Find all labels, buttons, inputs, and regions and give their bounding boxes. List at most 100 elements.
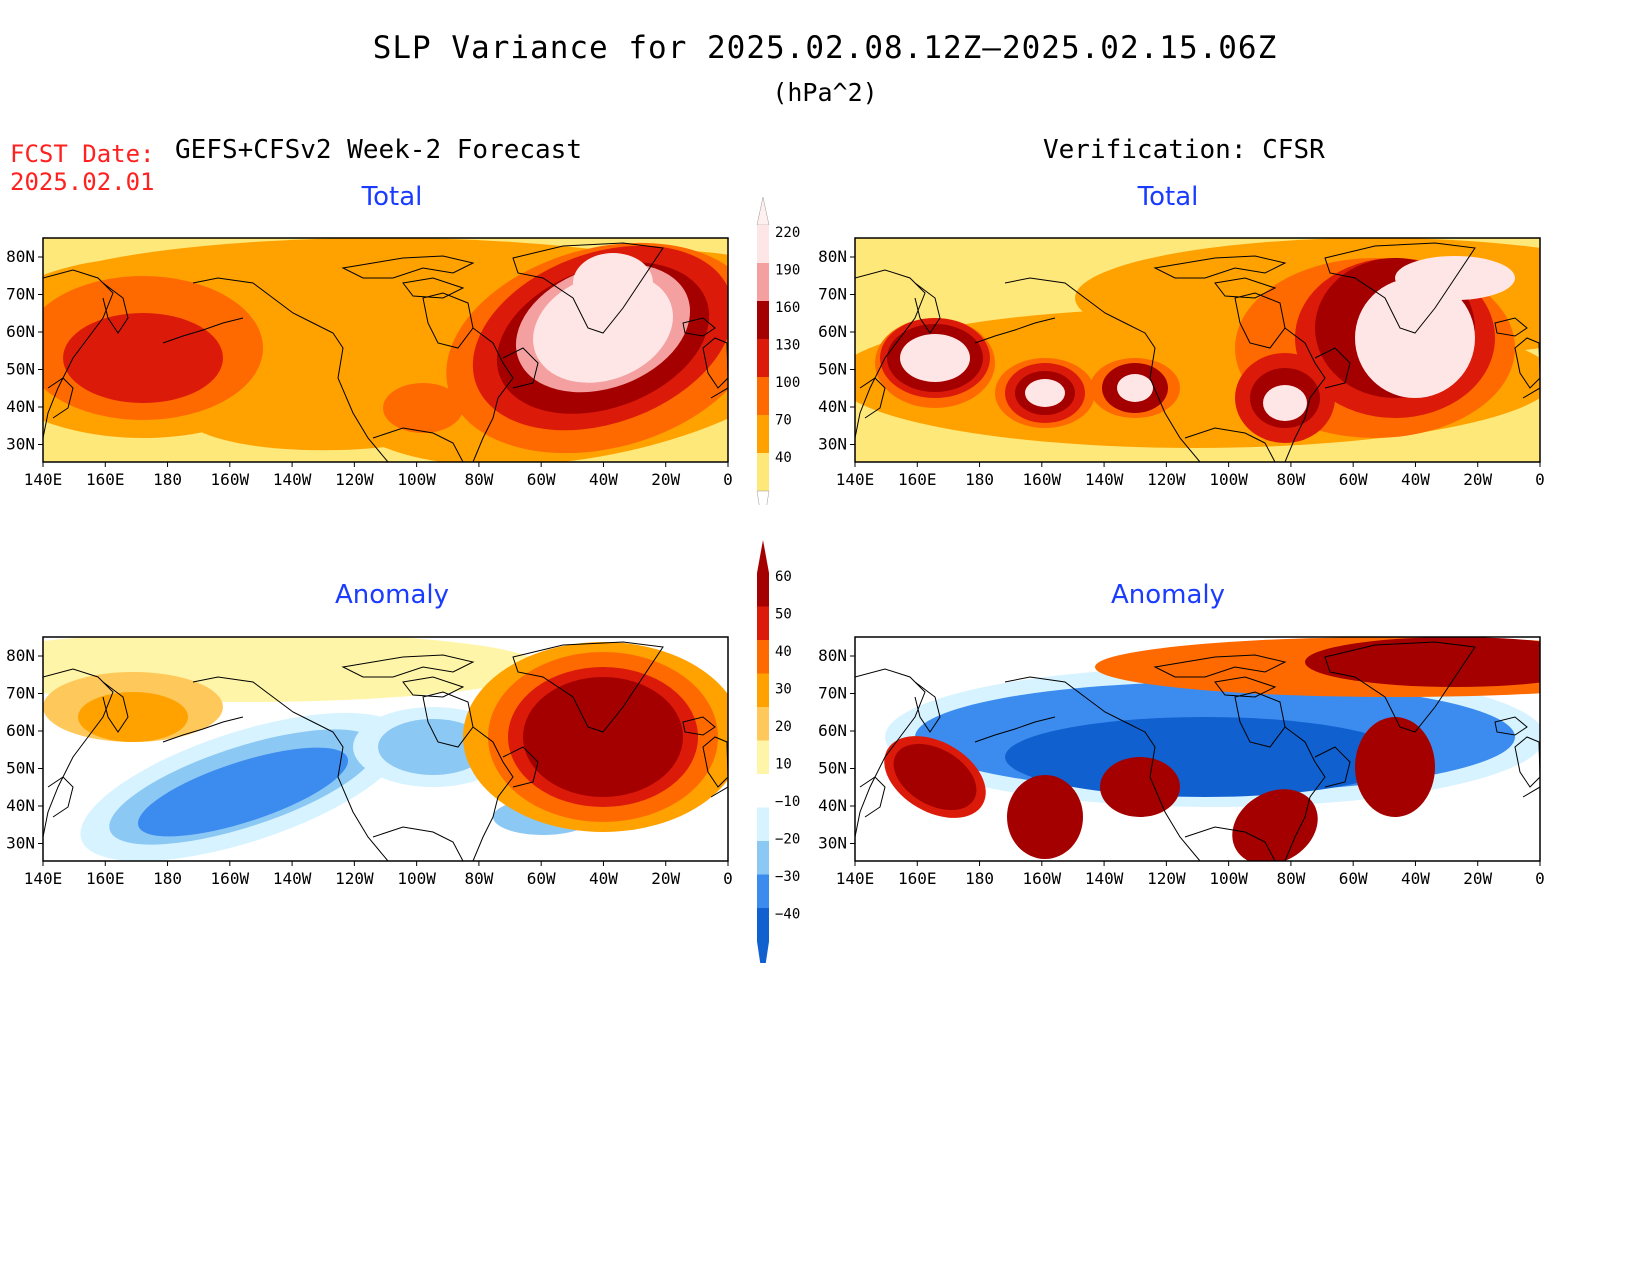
contour-fill [900,334,970,382]
lon-tick-label: 100W [1209,470,1248,489]
coastline [710,786,728,861]
coastline [974,317,1056,344]
lat-tick-label: 60N [818,721,847,740]
map-frame [42,636,729,862]
contour-fill [1100,757,1180,817]
lat-tick-label: 70N [818,684,847,703]
lon-tick-label: 160W [1023,869,1062,888]
coastline [1314,746,1351,788]
fcst-date-block: FCST Date: 2025.02.01 [10,140,155,196]
map-frame [854,237,1541,463]
coastline [162,317,244,344]
coastline [1234,292,1286,349]
lon-tick-label: 40W [1401,470,1430,489]
verification-total-map: 140E 160E 180 160W 140W 120W 100W 80W 60W 40W 20W 0… [818,237,1545,489]
lon-tick-label: 0 [1535,869,1545,888]
coastline [1314,347,1351,389]
colorbar-swatch [757,640,769,674]
forecast-total-title: Total [361,182,423,212]
lon-tick-label: 120W [1147,470,1186,489]
lon-tick-label: 180 [153,470,182,489]
lat-tick-label: 40N [818,796,847,815]
colorbar-label: −10 [775,794,800,810]
coastline [372,826,464,861]
lon-tick-label: 120W [335,470,374,489]
coastline [402,277,465,299]
coastline [914,282,941,334]
lat-tick-label: 60N [818,322,847,341]
lon-tick-label: 160E [86,470,125,489]
coastline [341,654,475,678]
coastline [512,641,664,733]
forecast-total-map: 140E 160E 180 160W 140W 120W 100W 80W 60W 40W 20W 0… [6,237,733,489]
coastline [1184,826,1276,861]
coastline [1214,277,1277,299]
contour-fill [1263,385,1307,421]
coastline [859,776,886,818]
coastline [859,377,886,419]
lon-tick-label: 0 [1535,470,1545,489]
coastline [43,668,114,838]
coastline [1522,786,1540,861]
coastline [855,269,926,439]
anomaly-colorbar: 60 50 40 30 20 10 −10 −20 −30 −40 [757,540,800,963]
coastline [422,292,474,349]
coastline [1234,691,1286,748]
contour-fill [78,692,188,742]
lat-tick-label: 80N [818,247,847,266]
coastline [102,681,129,733]
coastline [102,282,129,334]
contour-fill [1355,278,1475,398]
coastline [341,255,475,279]
coastline [1284,726,1326,861]
lat-tick-label: 40N [818,397,847,416]
contour-fill [1117,374,1153,402]
lon-tick-label: 20W [1463,470,1492,489]
contour-fill [383,383,463,433]
colorbar-swatch [757,740,769,774]
map-frame [42,237,729,463]
colorbar-label: −20 [775,832,800,848]
lon-tick-label: 100W [1209,869,1248,888]
lat-tick-label: 30N [818,834,847,853]
colorbar-tip-top [756,196,770,226]
lon-tick-label: 100W [397,470,436,489]
contour-fill [573,253,653,313]
colorbar-swatch [757,707,769,741]
lat-tick-label: 30N [6,435,35,454]
colorbar-label: 40 [775,450,792,466]
lat-tick-label: 60N [6,322,35,341]
fcst-date-label: FCST Date: [10,140,155,168]
coastline [682,317,716,337]
coastline [47,776,74,818]
coastline [47,377,74,419]
lon-tick-label: 120W [335,869,374,888]
colorbar-swatch [757,339,769,377]
coastline [1324,242,1476,334]
coastline [502,347,539,389]
colorbar-swatch [757,301,769,339]
colorbar-swatch [757,453,769,491]
coastline [472,726,514,861]
coastline [1004,676,1201,861]
lon-tick-label: 60W [1339,869,1368,888]
coastline [1004,277,1201,462]
colorbar-swatch [757,225,769,263]
lon-tick-label: 160W [211,869,250,888]
coastline [402,676,465,698]
colorbar-label: 190 [775,263,800,279]
colorbar-swatch [757,415,769,453]
coastline [1284,327,1326,462]
colorbar-swatch [757,263,769,301]
coastline [1494,317,1528,337]
lat-tick-label: 30N [818,435,847,454]
colorbar-swatch [757,573,769,607]
contour-fill [1232,789,1318,861]
lon-tick-label: 180 [965,869,994,888]
contour-fill [1007,775,1083,859]
coastline [422,691,474,748]
coastline [1324,641,1476,733]
contour-fill [63,313,223,403]
total-colorbar: 220 190 160 130 100 70 40 [756,196,800,505]
units-label: (hPa^2) [772,78,878,107]
